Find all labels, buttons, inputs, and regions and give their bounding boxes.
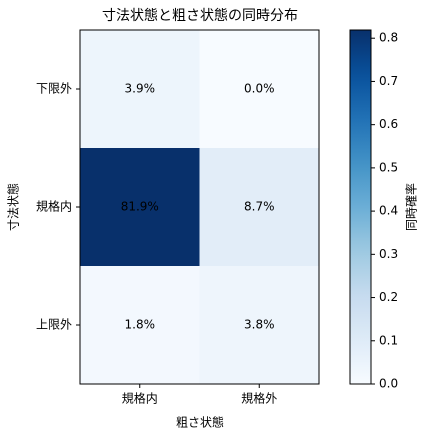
- x-tick-label: 規格外: [241, 391, 277, 406]
- cell-label: 3.8%: [244, 318, 275, 332]
- y-axis-label: 寸法状態: [6, 183, 21, 231]
- cell-label: 81.9%: [121, 200, 159, 214]
- x-axis-label: 粗さ状態: [176, 415, 224, 430]
- x-tick-label: 規格内: [122, 391, 158, 406]
- heatmap-cell: [80, 148, 200, 267]
- colorbar-tick-label: 0.8: [379, 31, 398, 45]
- colorbar-tick-label: 0.2: [379, 290, 398, 304]
- heatmap-cell: [80, 266, 200, 385]
- colorbar-tick-label: 0.1: [379, 333, 398, 347]
- colorbar-tick-label: 0.4: [379, 204, 398, 218]
- colorbar-tick-label: 0.0: [379, 377, 398, 391]
- heatmap-cell: [80, 30, 200, 149]
- y-tick-label: 上限外: [36, 318, 72, 332]
- heatmap-cell: [199, 148, 320, 267]
- colorbar-label: 同時確率: [404, 183, 419, 231]
- colorbar-tick-label: 0.5: [379, 160, 398, 174]
- colorbar-tick-label: 0.3: [379, 247, 398, 261]
- y-tick-label: 下限外: [36, 82, 72, 96]
- heatmap-cell: [199, 266, 320, 385]
- colorbar-tick-label: 0.6: [379, 117, 398, 131]
- chart-title: 寸法状態と粗さ状態の同時分布: [102, 8, 298, 24]
- cell-label: 0.0%: [244, 82, 275, 96]
- heatmap-cell: [199, 30, 320, 149]
- cell-label: 3.9%: [125, 82, 156, 96]
- cell-label: 8.7%: [244, 200, 275, 214]
- colorbar: [349, 29, 372, 385]
- cell-label: 1.8%: [125, 318, 156, 332]
- colorbar-tick-label: 0.7: [379, 74, 398, 88]
- y-tick-label: 規格内: [36, 199, 72, 214]
